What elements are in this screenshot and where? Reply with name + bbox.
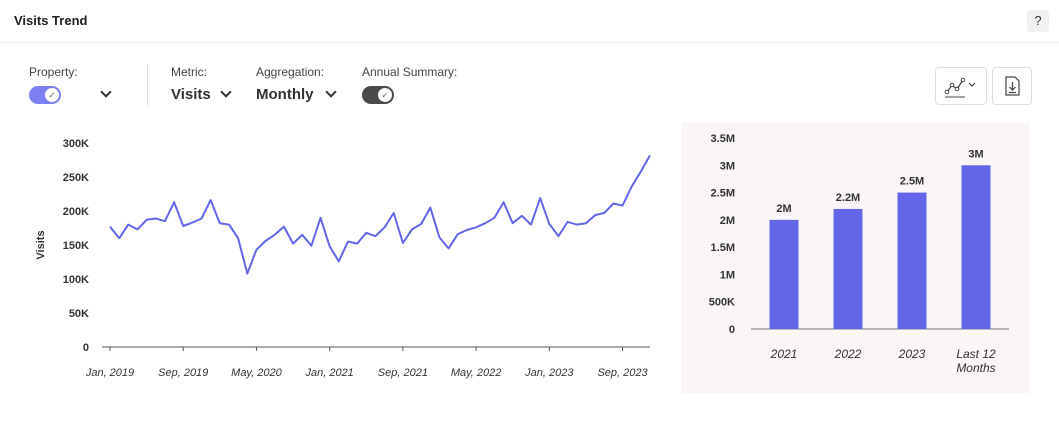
bar-y-tick-label: 3.5M — [711, 133, 735, 145]
property-toggle[interactable]: ✓ — [29, 86, 61, 104]
visits-series-line — [109, 154, 651, 275]
aggregation-label: Aggregation: — [256, 65, 325, 79]
y-tick-label: 100K — [63, 274, 89, 286]
check-icon: ✓ — [45, 88, 59, 102]
y-tick-label: 200K — [63, 206, 89, 218]
x-tick-label: Sep, 2019 — [158, 367, 208, 379]
bar-y-tick-label: 1M — [720, 269, 735, 281]
bar-y-tick-label: 2M — [720, 215, 735, 227]
line-chart: 0 50K 100K 150K 200K 250K 300K Jan, 2019 Sep, 20… — [35, 138, 651, 379]
property-dropdown-chevron-icon[interactable] — [100, 86, 112, 98]
bar-y-tick-label: 3M — [720, 160, 735, 172]
bar-data-label: 2.2M — [836, 192, 860, 204]
check-icon: ✓ — [378, 88, 392, 102]
bar-category-label: Last 12 — [956, 347, 996, 361]
controls-divider — [147, 64, 148, 106]
download-button[interactable] — [992, 67, 1032, 105]
download-icon — [1005, 76, 1020, 96]
bar-category-label: 2021 — [770, 347, 798, 361]
metric-label: Metric: — [171, 65, 207, 79]
metric-chevron-icon[interactable] — [220, 86, 232, 98]
bar-chart: 0 500K 1M 1.5M 2M 2.5M 3M 3.5M 2M 2021 2.2M 2022 2.5… — [709, 133, 1009, 375]
y-axis-title: Visits — [35, 230, 47, 259]
x-tick-label: Jan, 2019 — [85, 367, 134, 379]
y-tick-label: 50K — [69, 308, 89, 320]
y-tick-label: 250K — [63, 172, 89, 184]
x-tick-label: Jan, 2021 — [304, 367, 353, 379]
bar-y-tick-label: 1.5M — [711, 242, 735, 254]
y-tick-label: 300K — [63, 138, 89, 150]
chart-type-button[interactable] — [935, 67, 987, 105]
bar — [769, 219, 799, 329]
line-chart-icon — [944, 77, 976, 98]
bar-category-label: 2023 — [898, 347, 926, 361]
bar — [961, 165, 991, 329]
help-button[interactable]: ? — [1027, 10, 1049, 32]
aggregation-chevron-icon[interactable] — [325, 86, 337, 98]
bar-category-label: 2022 — [834, 347, 862, 361]
y-tick-label: 0 — [83, 342, 89, 354]
x-tick-label: Jan, 2023 — [524, 367, 574, 379]
metric-select[interactable]: Visits — [171, 86, 211, 103]
bar-data-label: 2M — [776, 203, 791, 215]
x-tick-label: May, 2020 — [231, 367, 282, 379]
annual-summary-toggle[interactable]: ✓ — [362, 86, 394, 104]
bar — [833, 208, 863, 329]
aggregation-select[interactable]: Monthly — [256, 86, 314, 103]
bar-y-tick-label: 500K — [709, 297, 735, 309]
widget-header: Visits Trend ? — [0, 0, 1059, 43]
bar — [897, 192, 927, 329]
bar-data-label: 3M — [968, 148, 983, 160]
annual-summary-label: Annual Summary: — [362, 65, 458, 79]
x-tick-label: May, 2022 — [451, 367, 502, 379]
property-label: Property: — [29, 65, 78, 79]
bar-y-tick-label: 2.5M — [711, 188, 735, 200]
x-tick-label: Sep, 2023 — [597, 367, 648, 379]
bar-data-label: 2.5M — [900, 176, 924, 188]
bar-category-label: Months — [956, 361, 995, 375]
widget-title: Visits Trend — [14, 13, 88, 28]
bar-y-tick-label: 0 — [729, 324, 735, 336]
x-tick-label: Sep, 2021 — [378, 367, 428, 379]
y-tick-label: 150K — [63, 240, 89, 252]
